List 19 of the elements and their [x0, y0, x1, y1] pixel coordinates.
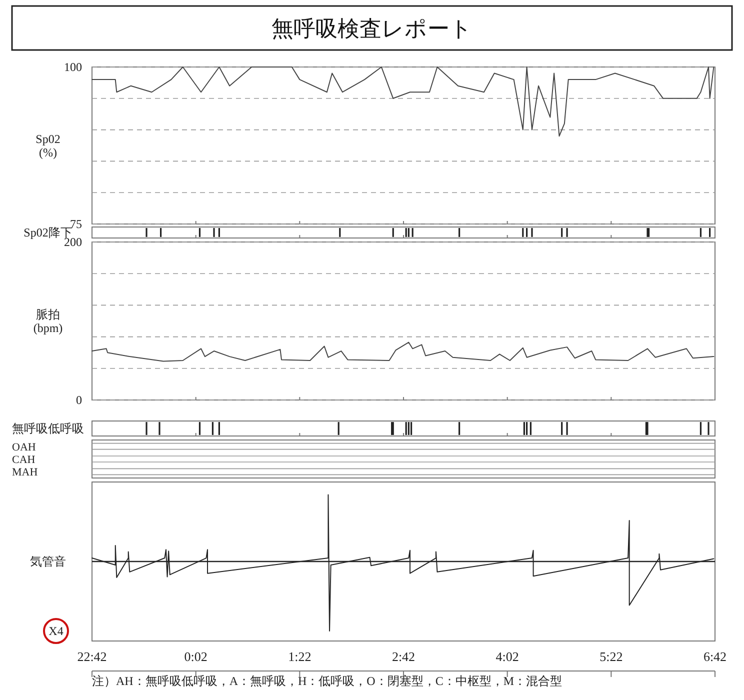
y-axis-title: Sp02 (%)	[36, 132, 60, 160]
x-tick-label: 5:22	[600, 649, 623, 664]
y-tick-label: 100	[64, 60, 82, 74]
x-tick-label: 22:42	[77, 649, 107, 664]
y-tick-label: 200	[64, 235, 82, 249]
x-tick-label: 6:42	[703, 649, 727, 664]
x-tick-label: 2:42	[392, 649, 416, 664]
text: X4	[48, 624, 64, 638]
picture-event-type-rows: OAH CAH MAH	[12, 441, 716, 479]
text: 注）AH：無呼吸低呼吸，A：無呼吸，H：低呼吸，O：閉塞型，C：中枢型，M：混合型	[92, 674, 562, 688]
y-tick-label: 75	[70, 217, 82, 231]
chart-title: 無呼吸検査レポート	[272, 17, 472, 42]
y-axis-title: 無呼吸低呼吸	[12, 422, 84, 436]
y-axis-title: 脈拍 (bpm)	[33, 308, 63, 335]
x-tick-label: 4:02	[496, 649, 519, 664]
x-tick-label: 0:02	[184, 649, 208, 664]
y-tick-label: 0	[76, 393, 82, 407]
x-tick-label: 1:22	[288, 649, 312, 664]
y-axis-title: 気管音	[30, 554, 66, 569]
